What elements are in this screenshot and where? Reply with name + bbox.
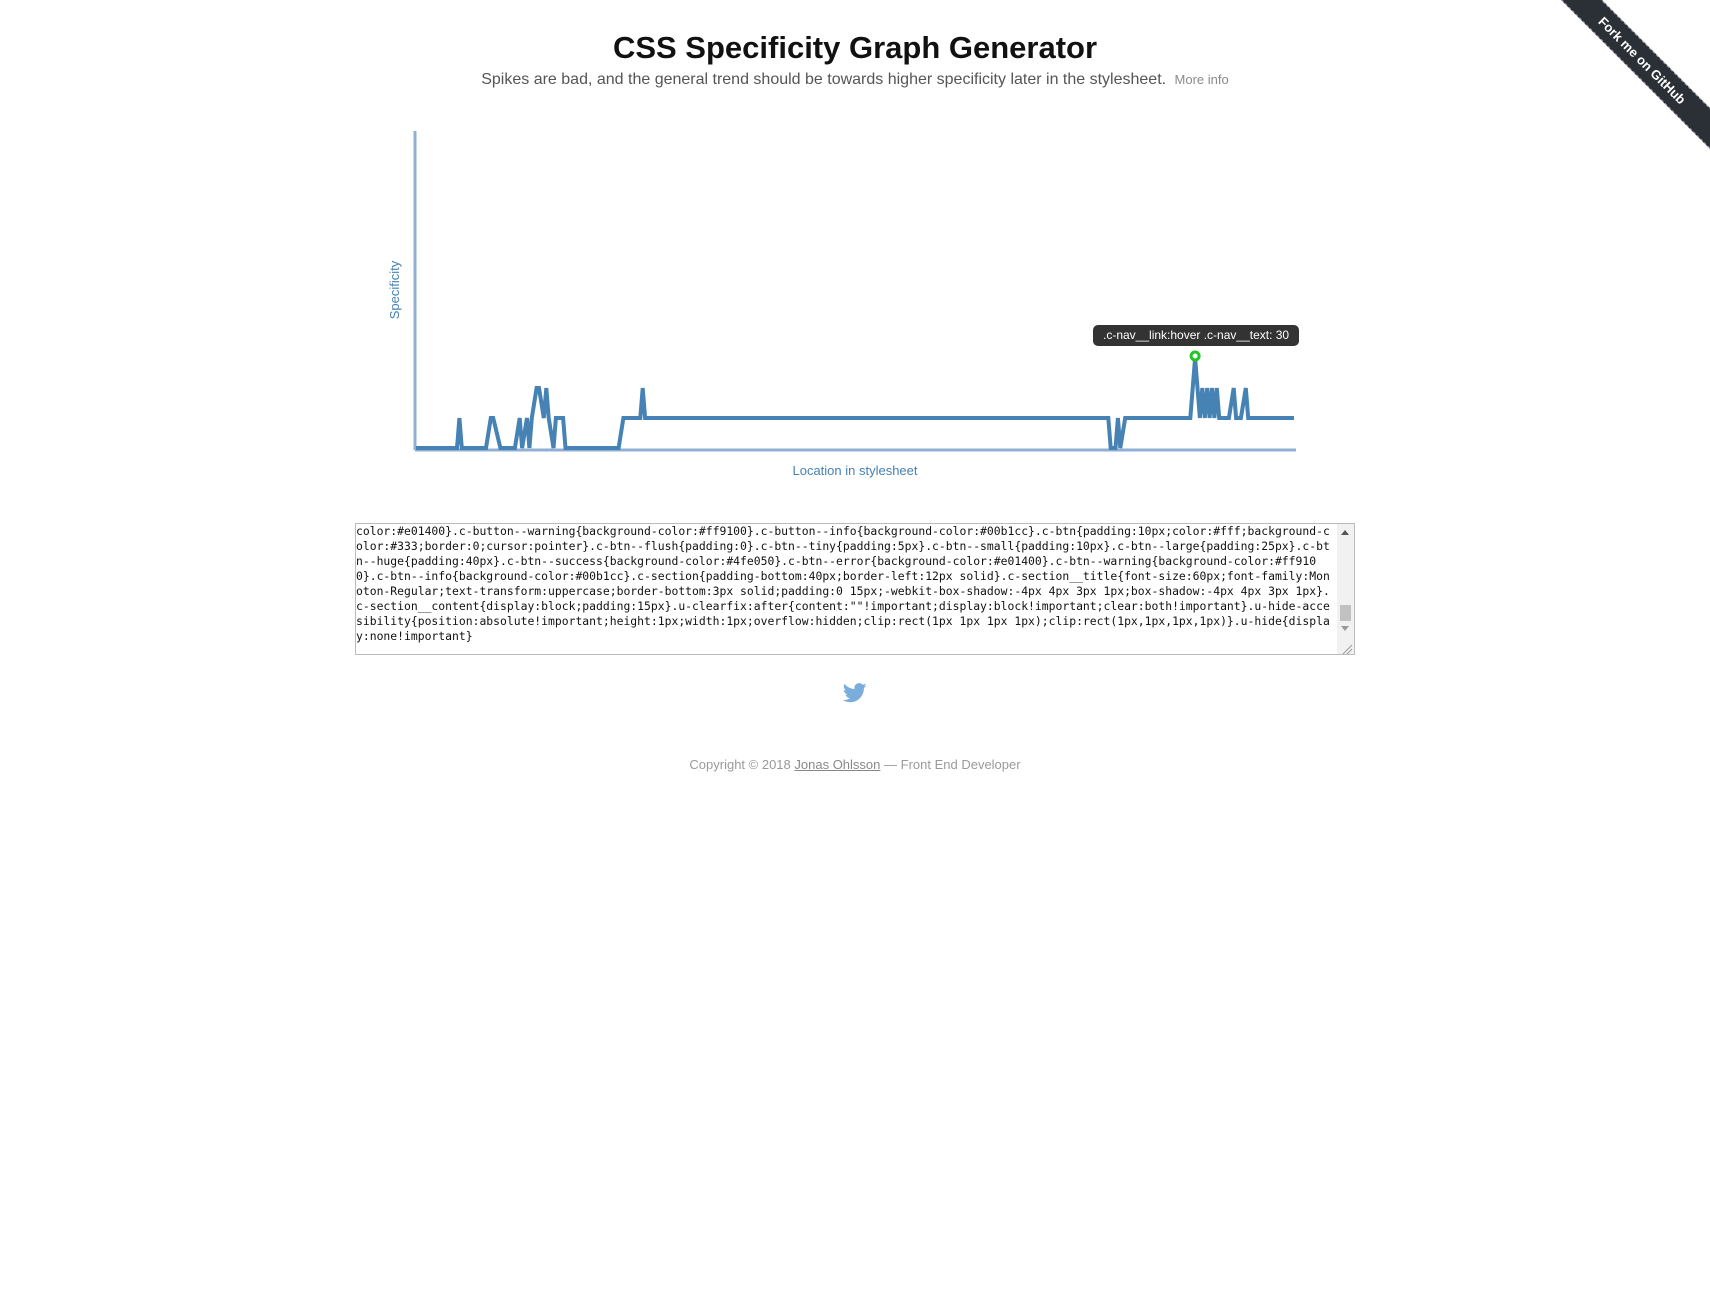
author-link[interactable]: Jonas Ohlsson	[794, 757, 881, 772]
footer: Copyright © 2018 Jonas Ohlsson — Front E…	[0, 757, 1710, 772]
more-info-link[interactable]: More info	[1174, 72, 1229, 87]
footer-role-text: — Front End Developer	[884, 757, 1021, 772]
copyright-text: Copyright © 2018	[689, 757, 791, 772]
subtitle-text: Spikes are bad, and the general trend sh…	[481, 71, 1167, 88]
specificity-series-line	[416, 357, 1294, 450]
data-point-tooltip: .c-nav__link:hover .c-nav__text: 30	[1093, 325, 1300, 346]
y-axis-label: Specificity	[387, 260, 402, 319]
highlighted-data-point[interactable]	[1189, 350, 1201, 362]
twitter-icon[interactable]	[843, 683, 867, 703]
specificity-chart: Specificity Location in stylesheet	[387, 131, 1296, 478]
textarea-scrollbar[interactable]	[1337, 524, 1354, 654]
scroll-thumb[interactable]	[1340, 605, 1351, 621]
scroll-up-arrow-icon[interactable]	[1341, 530, 1349, 535]
x-axis-label: Location in stylesheet	[792, 463, 917, 478]
page-title: CSS Specificity Graph Generator	[612, 30, 1098, 65]
css-input-textarea[interactable]	[355, 523, 1355, 655]
resize-grip-icon[interactable]	[1341, 643, 1353, 655]
scroll-down-arrow-icon[interactable]	[1341, 626, 1349, 631]
page-subtitle: Spikes are bad, and the general trend sh…	[0, 71, 1710, 89]
